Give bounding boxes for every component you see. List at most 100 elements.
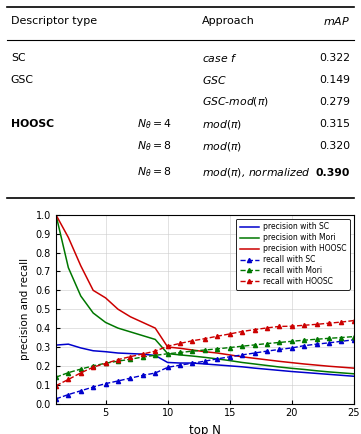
precision with Mori (141, 333, 145, 338)
precision with Mori (79, 293, 83, 299)
Line: precision with HOOSC: precision with HOOSC (56, 215, 354, 368)
precision with Mori (240, 360, 244, 365)
recall with HOOSC (79, 370, 83, 375)
recall with Mori (141, 355, 145, 360)
recall with Mori (91, 363, 95, 368)
recall with SC (103, 381, 108, 386)
precision with SC (314, 371, 319, 376)
recall with HOOSC (103, 361, 108, 366)
recall with SC (277, 347, 282, 352)
recall with HOOSC (54, 383, 58, 388)
Text: $mod(\pi)$: $mod(\pi)$ (202, 140, 242, 153)
recall with Mori (66, 370, 70, 375)
precision with SC (302, 370, 306, 375)
recall with Mori (215, 346, 219, 352)
precision with SC (203, 362, 207, 367)
precision with Mori (91, 310, 95, 316)
precision with HOOSC (66, 235, 70, 240)
precision with HOOSC (339, 365, 344, 370)
precision with SC (252, 365, 257, 371)
recall with Mori (327, 335, 331, 341)
Text: HOOSC: HOOSC (11, 119, 54, 129)
precision with HOOSC (91, 288, 95, 293)
precision with Mori (302, 367, 306, 372)
precision with SC (141, 352, 145, 357)
recall with Mori (277, 340, 282, 345)
recall with SC (141, 373, 145, 378)
precision with SC (79, 345, 83, 351)
recall with SC (352, 337, 356, 342)
Text: 0.149: 0.149 (319, 75, 350, 85)
precision with Mori (103, 320, 108, 325)
recall with SC (240, 352, 244, 358)
recall with SC (66, 392, 70, 397)
Text: $N_\theta=4$: $N_\theta=4$ (137, 117, 172, 131)
recall with HOOSC (290, 324, 294, 329)
precision with HOOSC (54, 212, 58, 217)
recall with HOOSC (190, 338, 195, 343)
precision with HOOSC (128, 314, 132, 319)
recall with HOOSC (339, 319, 344, 325)
precision with Mori (165, 351, 170, 356)
recall with SC (314, 342, 319, 347)
recall with Mori (165, 351, 170, 356)
precision with HOOSC (178, 346, 182, 351)
precision with HOOSC (227, 352, 232, 358)
recall with Mori (190, 349, 195, 354)
X-axis label: top N: top N (189, 424, 221, 434)
recall with SC (265, 349, 269, 354)
recall with SC (227, 354, 232, 359)
Text: $GSC$-$mod(\pi)$: $GSC$-$mod(\pi)$ (202, 95, 269, 108)
Text: $N_\theta=8$: $N_\theta=8$ (137, 139, 172, 153)
precision with Mori (153, 337, 157, 342)
Text: $mod(\pi)$: $mod(\pi)$ (202, 118, 242, 131)
Text: $mAP$: $mAP$ (323, 15, 350, 27)
Line: precision with Mori: precision with Mori (56, 215, 354, 374)
precision with HOOSC (203, 349, 207, 354)
recall with SC (215, 356, 219, 362)
precision with HOOSC (277, 359, 282, 364)
recall with Mori (178, 350, 182, 355)
precision with HOOSC (252, 356, 257, 361)
Text: GSC: GSC (11, 75, 34, 85)
precision with Mori (314, 368, 319, 373)
precision with SC (153, 353, 157, 358)
precision with HOOSC (352, 365, 356, 371)
precision with SC (339, 373, 344, 378)
recall with Mori (203, 347, 207, 352)
recall with SC (116, 378, 120, 384)
recall with SC (91, 385, 95, 390)
precision with HOOSC (314, 362, 319, 368)
precision with HOOSC (240, 354, 244, 359)
precision with SC (290, 369, 294, 374)
precision with SC (128, 351, 132, 356)
precision with SC (103, 349, 108, 354)
precision with SC (227, 363, 232, 368)
recall with Mori (54, 375, 58, 380)
recall with HOOSC (178, 341, 182, 346)
precision with HOOSC (215, 350, 219, 355)
Text: 0.322: 0.322 (319, 53, 350, 62)
recall with SC (252, 350, 257, 355)
precision with Mori (128, 329, 132, 335)
Text: SC: SC (11, 53, 26, 62)
precision with Mori (66, 265, 70, 270)
precision with SC (190, 360, 195, 365)
precision with Mori (339, 370, 344, 375)
Legend: precision with SC, precision with Mori, precision with HOOSC, recall with SC, re: precision with SC, precision with Mori, … (236, 219, 350, 290)
precision with Mori (178, 352, 182, 358)
recall with SC (128, 375, 132, 381)
precision with HOOSC (116, 306, 120, 312)
precision with HOOSC (141, 320, 145, 325)
recall with Mori (240, 344, 244, 349)
precision with HOOSC (153, 326, 157, 331)
Line: recall with HOOSC: recall with HOOSC (54, 319, 356, 388)
precision with Mori (215, 356, 219, 362)
precision with HOOSC (327, 364, 331, 369)
recall with HOOSC (153, 349, 157, 354)
recall with HOOSC (128, 354, 132, 359)
recall with SC (54, 396, 58, 401)
recall with Mori (252, 342, 257, 348)
recall with Mori (265, 341, 269, 346)
recall with HOOSC (327, 321, 331, 326)
